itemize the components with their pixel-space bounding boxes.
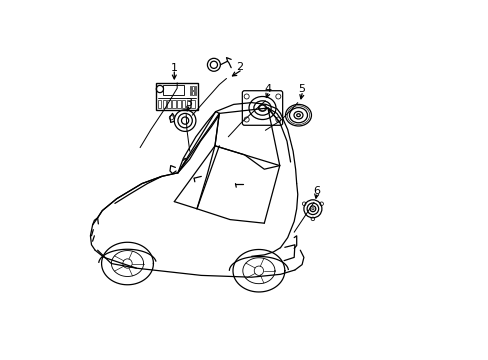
Bar [167,100,171,108]
Bar [156,83,197,110]
Text: 2: 2 [236,62,243,72]
Text: 1: 1 [170,63,178,73]
Bar [182,100,185,108]
Bar [192,86,193,90]
Bar [191,100,195,108]
Text: 5: 5 [298,84,305,94]
Bar [189,91,191,95]
Bar [186,100,190,108]
Bar [194,86,196,90]
Text: 3: 3 [185,98,192,108]
Bar [172,100,176,108]
Bar [192,91,193,95]
Bar [189,86,191,90]
Bar [158,100,161,108]
Text: 4: 4 [264,84,271,94]
Text: 6: 6 [312,186,319,196]
Bar [194,91,196,95]
Bar [163,85,184,95]
Bar [177,100,180,108]
Bar [162,100,166,108]
